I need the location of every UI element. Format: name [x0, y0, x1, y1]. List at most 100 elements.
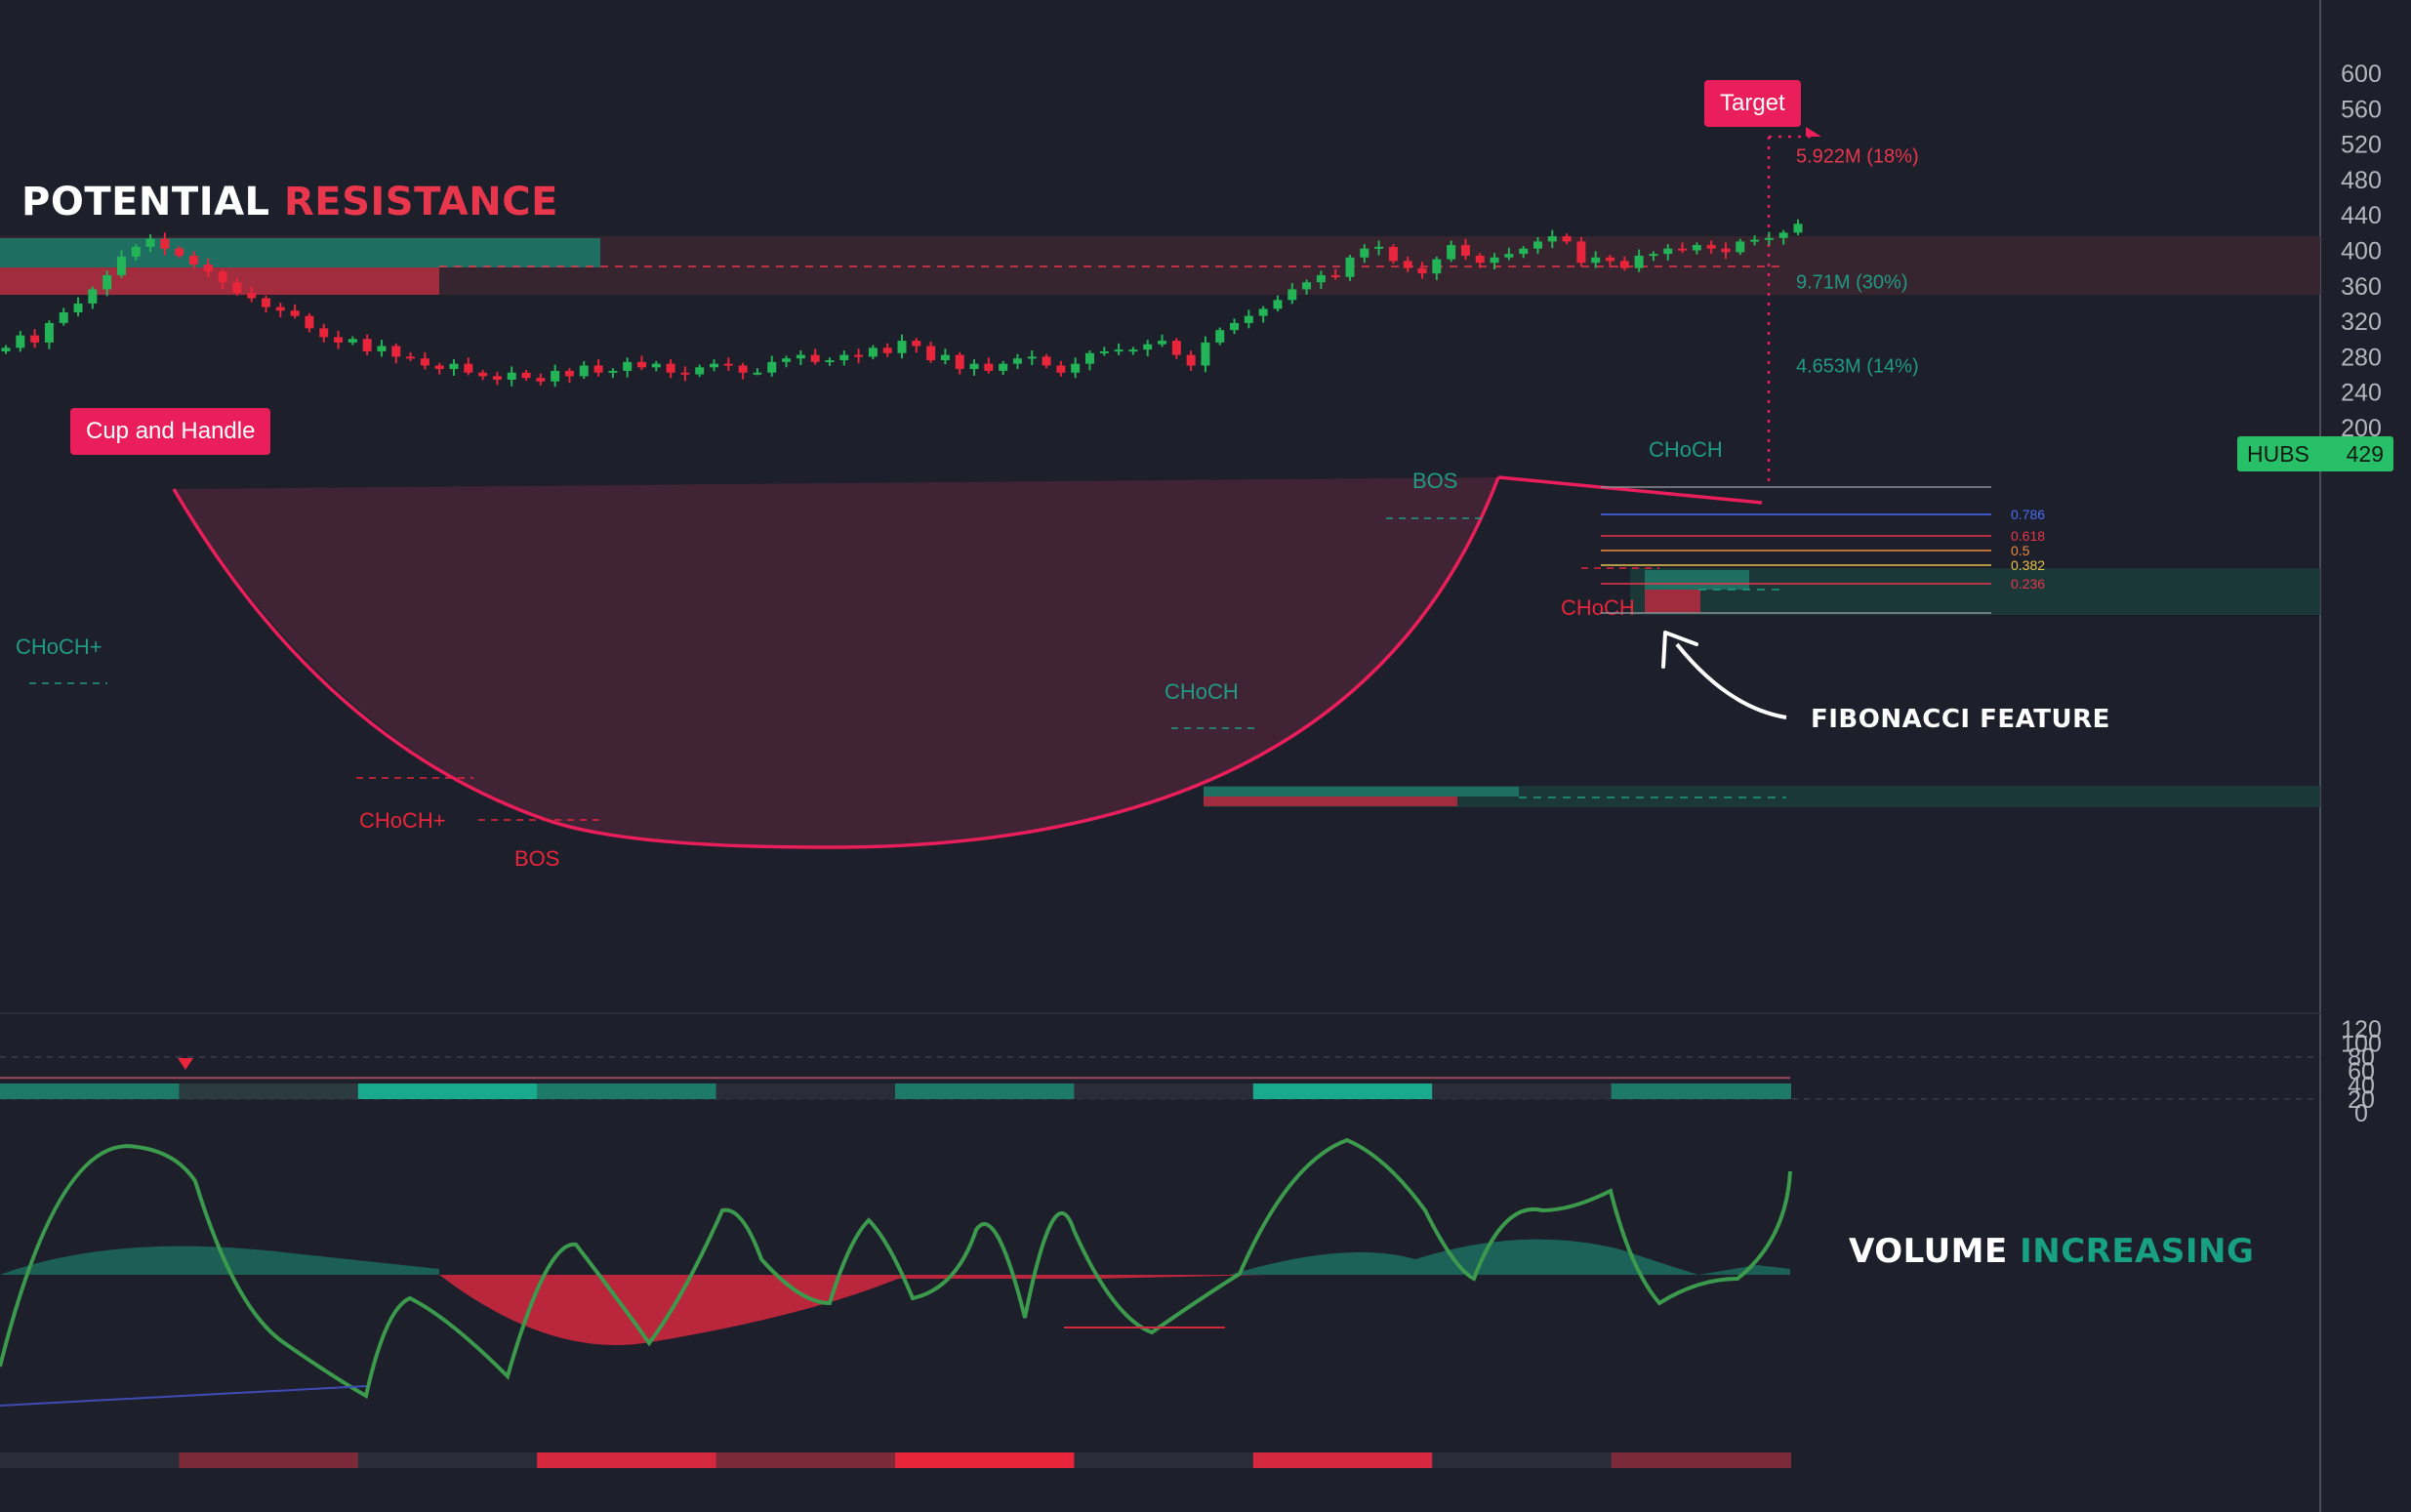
candle-body: [1374, 246, 1384, 249]
candle-body: [1345, 257, 1355, 277]
candle-body: [651, 363, 661, 368]
trend-signal-segment: [1252, 1083, 1434, 1099]
candle-body: [955, 354, 964, 370]
volume-profile-label: 4.653M (14%): [1796, 356, 1919, 378]
candle-body: [88, 289, 98, 304]
price-tick-label: 560: [2341, 96, 2382, 123]
candle-body: [926, 346, 936, 361]
ticker-symbol: HUBS: [2247, 441, 2309, 467]
candle-body: [710, 363, 719, 368]
structure-label: BOS: [1412, 469, 1457, 493]
candle-body: [1258, 308, 1268, 316]
price-tick-label: 600: [2341, 61, 2382, 88]
momentum-signal-segment: [1252, 1452, 1434, 1468]
cup-curve: [172, 476, 1500, 849]
candle-body: [1388, 246, 1398, 262]
candle-body: [680, 372, 690, 375]
trend-signal-segment: [1074, 1083, 1254, 1099]
candle-body: [30, 335, 40, 343]
candle-body: [334, 337, 344, 343]
price-tick-label: 440: [2341, 202, 2382, 229]
candle-body: [782, 358, 792, 362]
candle-body: [1475, 255, 1485, 264]
candle-body: [1302, 282, 1312, 290]
handle-line: [1497, 475, 1763, 505]
candle-body: [232, 282, 242, 294]
candle-body: [305, 315, 314, 329]
oscillator-tick-label: 0: [2354, 1100, 2368, 1127]
oscillator-tick-label: 80: [2348, 1044, 2375, 1072]
momentum-signal-segment: [0, 1452, 181, 1468]
candle-body: [1244, 315, 1253, 323]
candle-body: [247, 293, 257, 299]
volume-increasing-headline: VOLUME INCREASING: [1849, 1232, 2254, 1271]
candle-body: [1736, 241, 1745, 253]
fib-level-label: 0.618: [2011, 528, 2045, 544]
candle-body: [1750, 239, 1760, 242]
momentum-signal-segment: [537, 1452, 717, 1468]
candle-body: [145, 238, 155, 247]
headline-word-potential: POTENTIAL: [21, 180, 270, 225]
potential-resistance-headline: POTENTIAL RESISTANCE: [21, 180, 558, 225]
price-tick-label: 320: [2341, 308, 2382, 336]
candle-body: [1360, 248, 1369, 258]
ticker-price: 429: [2346, 441, 2384, 467]
candle-body: [507, 372, 516, 380]
candle-body: [1649, 254, 1658, 257]
trend-signal-segment: [357, 1083, 539, 1099]
candle-body: [984, 363, 994, 371]
candle-body: [1634, 255, 1644, 268]
candle-body: [999, 363, 1008, 371]
candle-body: [1778, 232, 1788, 238]
candle-body: [738, 365, 748, 373]
candle-body: [810, 354, 820, 362]
candle-body: [347, 339, 357, 343]
structure-label: CHoCH: [1165, 679, 1239, 704]
candle-body: [1793, 224, 1803, 233]
fibonacci-arrow-shaft: [1675, 642, 1787, 719]
candle-body: [1432, 259, 1442, 274]
candle-body: [160, 238, 170, 249]
candle-body: [1158, 341, 1167, 345]
oscillator-tick-label: 40: [2348, 1072, 2375, 1099]
candle-body: [377, 346, 387, 351]
candle-body: [593, 365, 603, 373]
price-tick-label: 400: [2341, 238, 2382, 266]
candle-body: [1056, 365, 1066, 373]
candle-body: [1562, 235, 1572, 242]
candle-body: [434, 365, 444, 370]
trend-signal-segment: [895, 1083, 1076, 1099]
structure-label: BOS: [514, 846, 559, 871]
candle-body: [623, 361, 633, 371]
money-flow-negative: [439, 1275, 1269, 1345]
candle-body: [59, 312, 68, 323]
candle-body: [551, 370, 560, 382]
candle-body: [1215, 330, 1225, 343]
candle-body: [1591, 257, 1601, 264]
money-flow-positive: [1230, 1239, 1698, 1275]
candle-body: [1186, 354, 1196, 366]
target-label: Target: [1704, 80, 1801, 127]
trend-signal-segment: [1432, 1083, 1613, 1099]
candle-body: [131, 246, 141, 257]
momentum-signal-segment: [357, 1452, 539, 1468]
candle-body: [825, 360, 835, 363]
oscillator-line: [0, 1137, 1792, 1400]
candle-body: [406, 356, 416, 359]
headline-word-volume: VOLUME: [1849, 1232, 2008, 1271]
candle-body: [536, 378, 546, 382]
candle-body: [262, 298, 271, 307]
oscillator-tick-label: 100: [2341, 1030, 2382, 1057]
candle-body: [1, 347, 11, 351]
candle-body: [940, 354, 950, 361]
candle-body: [666, 363, 675, 373]
candle-body: [636, 361, 646, 368]
candle-body: [1012, 358, 1022, 364]
candle-body: [1287, 289, 1297, 301]
candle-body: [1114, 349, 1124, 352]
candle-body: [464, 363, 473, 373]
fibonacci-feature-headline: FIBONACCI FEATURE: [1811, 705, 2110, 734]
candle-body: [492, 376, 502, 380]
candle-body: [1084, 352, 1094, 364]
candle-body: [275, 306, 285, 311]
